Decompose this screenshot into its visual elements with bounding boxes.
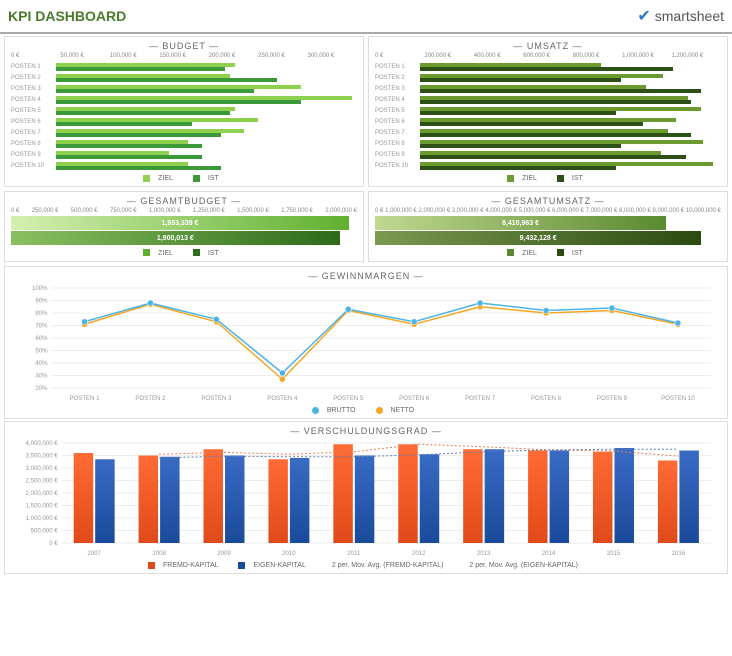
bar-row: POSTEN 8 (375, 138, 721, 149)
gewinnmargen-chart: GEWINNMARGEN 20% 30% 40% 50% 60% 70% 80% 90% 100… (4, 266, 728, 419)
bar-row: POSTEN 2 (11, 72, 357, 83)
svg-text:2016: 2016 (672, 551, 686, 557)
svg-text:POSTEN 2: POSTEN 2 (135, 396, 166, 402)
brand-name: smartsheet (655, 8, 724, 24)
svg-text:50%: 50% (35, 348, 48, 354)
bar-row: POSTEN 9 (11, 149, 357, 160)
bar-row: POSTEN 4 (11, 94, 357, 105)
chart-title: GESAMTBUDGET (11, 196, 357, 206)
bar-row: POSTEN 7 (375, 127, 721, 138)
bar-row: POSTEN 1 (11, 61, 357, 72)
svg-text:20%: 20% (35, 386, 48, 392)
chart-title: VERSCHULDUNGSGRAD (11, 426, 721, 436)
bar-row: POSTEN 3 (375, 83, 721, 94)
bar-row: POSTEN 5 (11, 105, 357, 116)
svg-text:POSTEN 9: POSTEN 9 (597, 396, 628, 402)
gesamtumsatz-chart: GESAMTUMSATZ 0 €1,000,000 €2,000,000 €3,… (368, 191, 728, 261)
total-bar-ist: 1,900,013 € (11, 231, 340, 245)
chart-title: BUDGET (11, 41, 357, 51)
svg-text:1,500,000 €: 1,500,000 € (26, 504, 59, 510)
bar-row: POSTEN 6 (375, 116, 721, 127)
svg-text:30%: 30% (35, 373, 48, 379)
svg-text:80%: 80% (35, 311, 48, 317)
svg-text:60%: 60% (35, 336, 48, 342)
svg-text:40%: 40% (35, 361, 48, 367)
legend: BRUTTO NETTO (11, 407, 721, 414)
svg-text:1,000,000 €: 1,000,000 € (26, 516, 59, 522)
svg-text:POSTEN 6: POSTEN 6 (399, 396, 430, 402)
bar-row: POSTEN 10 (375, 160, 721, 171)
svg-text:2008: 2008 (152, 551, 166, 557)
svg-text:2009: 2009 (217, 551, 231, 557)
bar-row: POSTEN 1 (375, 61, 721, 72)
bar-row: POSTEN 9 (375, 149, 721, 160)
svg-text:2,000,000 €: 2,000,000 € (26, 491, 59, 497)
svg-text:POSTEN 1: POSTEN 1 (70, 396, 101, 402)
brand-logo: ✔ smartsheet (637, 6, 724, 26)
legend: ZIEL IST (375, 175, 721, 182)
svg-text:3,000,000 €: 3,000,000 € (26, 466, 59, 472)
svg-text:3,500,000 €: 3,500,000 € (26, 454, 59, 460)
svg-text:POSTEN 5: POSTEN 5 (333, 396, 364, 402)
header: KPI DASHBOARD ✔ smartsheet (0, 0, 732, 34)
total-bar-ziel: 1,953,339 € (11, 216, 349, 230)
svg-text:2014: 2014 (542, 551, 556, 557)
bar-row: POSTEN 10 (11, 160, 357, 171)
svg-text:2015: 2015 (607, 551, 621, 557)
bar-row: POSTEN 8 (11, 138, 357, 149)
svg-text:2011: 2011 (347, 551, 361, 557)
chart-title: GESAMTUMSATZ (375, 196, 721, 206)
gesamtbudget-chart: GESAMTBUDGET 0 €250,000 €500,000 €750,00… (4, 191, 364, 261)
budget-chart: BUDGET 0 €50,000 €100,000 €150,000 €200,… (4, 36, 364, 187)
total-bar-ziel: 8,410,963 € (375, 216, 666, 230)
page-title: KPI DASHBOARD (8, 8, 126, 24)
svg-text:POSTEN 7: POSTEN 7 (465, 396, 496, 402)
umsatz-chart: UMSATZ 0 €200,000 €400,000 €600,000 €800… (368, 36, 728, 187)
bar-row: POSTEN 4 (375, 94, 721, 105)
chart-title: UMSATZ (375, 41, 721, 51)
svg-text:90%: 90% (35, 298, 48, 304)
verschuldung-chart: VERSCHULDUNGSGRAD 0 € 500,000 € 1,000,000 … (4, 421, 728, 574)
svg-text:POSTEN 10: POSTEN 10 (661, 396, 695, 402)
bar-row: POSTEN 2 (375, 72, 721, 83)
svg-text:70%: 70% (35, 323, 48, 329)
bar-row: POSTEN 3 (11, 83, 357, 94)
legend: ZIEL IST (11, 175, 357, 182)
total-bar-ist: 9,432,128 € (375, 231, 701, 245)
svg-text:2007: 2007 (87, 551, 101, 557)
svg-text:500,000 €: 500,000 € (31, 529, 59, 535)
svg-text:2013: 2013 (477, 551, 491, 557)
svg-text:POSTEN 3: POSTEN 3 (201, 396, 232, 402)
bar-row: POSTEN 5 (375, 105, 721, 116)
chart-title: GEWINNMARGEN (11, 271, 721, 281)
svg-text:0 €: 0 € (49, 541, 58, 547)
legend: ZIEL IST (11, 249, 357, 256)
svg-text:POSTEN 8: POSTEN 8 (531, 396, 562, 402)
bar-row: POSTEN 7 (11, 127, 357, 138)
svg-text:2,500,000 €: 2,500,000 € (26, 479, 59, 485)
legend: ZIEL IST (375, 249, 721, 256)
svg-text:2012: 2012 (412, 551, 426, 557)
bar-row: POSTEN 6 (11, 116, 357, 127)
svg-text:POSTEN 4: POSTEN 4 (267, 396, 298, 402)
check-icon: ✔ (637, 6, 650, 26)
svg-text:4,000,000 €: 4,000,000 € (26, 441, 59, 447)
svg-text:100%: 100% (32, 286, 48, 292)
svg-text:2010: 2010 (282, 551, 296, 557)
legend: FREMD-KAPITAL EIGEN-KAPITAL 2 per. Mov. … (11, 562, 721, 569)
